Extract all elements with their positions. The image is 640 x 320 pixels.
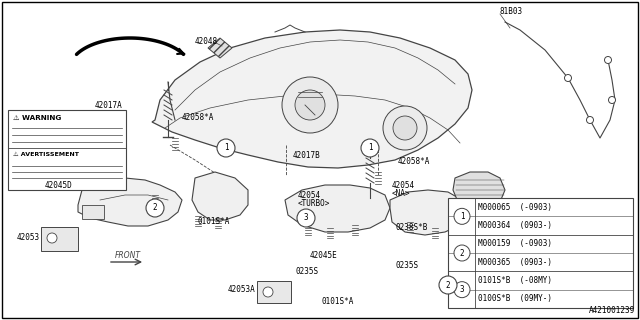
- Circle shape: [454, 282, 470, 298]
- Circle shape: [609, 97, 616, 103]
- Circle shape: [47, 233, 57, 243]
- Text: M000159  (-0903): M000159 (-0903): [478, 239, 552, 248]
- FancyBboxPatch shape: [41, 227, 78, 251]
- Text: 0101S*A: 0101S*A: [198, 218, 230, 227]
- Text: <NA>: <NA>: [392, 189, 410, 198]
- Text: 42017A: 42017A: [94, 100, 122, 109]
- Polygon shape: [390, 190, 465, 235]
- Polygon shape: [453, 172, 505, 208]
- Text: 42053: 42053: [17, 234, 40, 243]
- Text: 3: 3: [460, 285, 464, 294]
- Polygon shape: [78, 178, 182, 226]
- Polygon shape: [208, 38, 232, 58]
- Circle shape: [263, 287, 273, 297]
- Text: 42054: 42054: [392, 180, 415, 189]
- Circle shape: [361, 139, 379, 157]
- Text: 1: 1: [368, 143, 372, 153]
- Circle shape: [295, 90, 325, 120]
- Text: 42058*A: 42058*A: [398, 157, 430, 166]
- Circle shape: [439, 276, 457, 294]
- Text: 0100S*B  (09MY-): 0100S*B (09MY-): [478, 294, 552, 303]
- Circle shape: [383, 106, 427, 150]
- Circle shape: [282, 77, 338, 133]
- Text: 1: 1: [460, 212, 464, 221]
- Text: 0238S*B: 0238S*B: [395, 223, 428, 233]
- Text: 1: 1: [224, 143, 228, 153]
- Text: FRONT: FRONT: [115, 251, 141, 260]
- Circle shape: [454, 245, 470, 261]
- Text: 3: 3: [304, 213, 308, 222]
- Text: M000365  (0903-): M000365 (0903-): [478, 258, 552, 267]
- Bar: [82, 205, 104, 219]
- Polygon shape: [285, 185, 390, 232]
- Text: A421001239: A421001239: [589, 306, 635, 315]
- Text: 42045E: 42045E: [310, 251, 338, 260]
- Circle shape: [454, 208, 470, 224]
- Text: 42045D: 42045D: [44, 180, 72, 189]
- Circle shape: [564, 75, 572, 82]
- Bar: [448, 198, 633, 308]
- Text: 0235S: 0235S: [295, 268, 318, 276]
- Text: 42054: 42054: [298, 190, 321, 199]
- Text: M000364  (0903-): M000364 (0903-): [478, 221, 552, 230]
- Text: 81B03: 81B03: [500, 7, 523, 17]
- Text: 0101S*B  (-08MY): 0101S*B (-08MY): [478, 276, 552, 285]
- Text: ⚠ WARNING: ⚠ WARNING: [13, 115, 61, 121]
- Circle shape: [586, 116, 593, 124]
- Text: 2: 2: [153, 204, 157, 212]
- Text: 42053A: 42053A: [227, 285, 255, 294]
- FancyBboxPatch shape: [257, 281, 291, 303]
- Circle shape: [297, 209, 315, 227]
- Text: 2: 2: [460, 249, 464, 258]
- Polygon shape: [152, 30, 472, 168]
- Circle shape: [217, 139, 235, 157]
- Text: 0235S: 0235S: [395, 260, 418, 269]
- Text: 42048: 42048: [195, 37, 218, 46]
- Text: 2: 2: [445, 281, 451, 290]
- Text: <TURBO>: <TURBO>: [298, 199, 330, 209]
- Text: 42058*A: 42058*A: [182, 114, 214, 123]
- Text: 0101S*A: 0101S*A: [322, 298, 355, 307]
- Text: ⚠ AVERTISSEMENT: ⚠ AVERTISSEMENT: [13, 152, 79, 157]
- Circle shape: [605, 57, 611, 63]
- Circle shape: [393, 116, 417, 140]
- Text: M000065  (-0903): M000065 (-0903): [478, 203, 552, 212]
- Polygon shape: [192, 172, 248, 220]
- Text: 42017B: 42017B: [292, 150, 320, 159]
- Circle shape: [146, 199, 164, 217]
- Bar: [8, 110, 126, 190]
